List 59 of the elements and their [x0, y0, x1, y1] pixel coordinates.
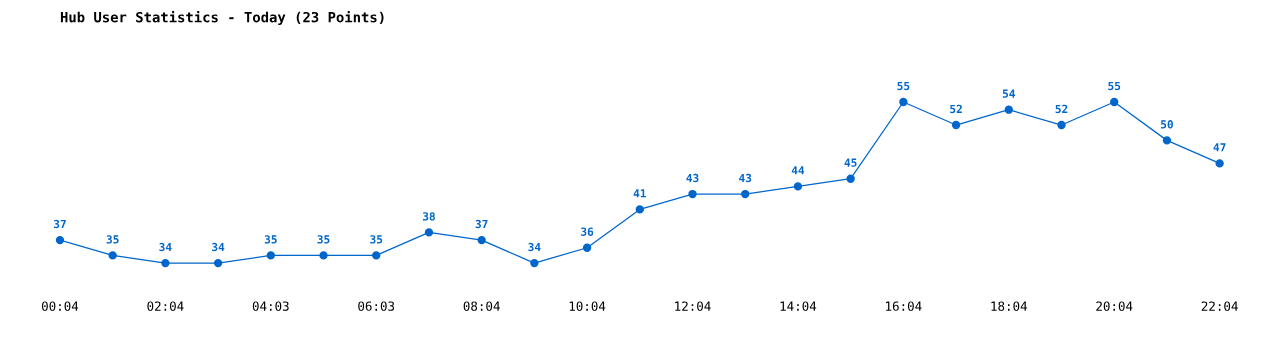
data-label: 35 — [264, 235, 277, 244]
data-label: 41 — [633, 189, 646, 198]
data-label: 38 — [422, 212, 435, 221]
x-tick-label: 08:04 — [463, 301, 500, 311]
data-label: 43 — [686, 173, 699, 183]
point — [899, 97, 908, 107]
point — [951, 120, 961, 130]
point — [161, 258, 170, 268]
x-tick-label: 16:04 — [886, 301, 922, 311]
data-label: 35 — [317, 235, 330, 244]
data-label: 52 — [1055, 104, 1068, 114]
x-tick-label: 02:04 — [147, 301, 184, 311]
point — [55, 235, 65, 245]
point — [530, 258, 539, 268]
data-label: 34 — [528, 242, 541, 252]
data-label: 37 — [475, 219, 488, 229]
x-tick-label: 20:04 — [1096, 301, 1133, 311]
data-label: 45 — [844, 158, 857, 167]
x-tick-label: 14:04 — [780, 301, 817, 311]
point — [741, 189, 750, 199]
point — [1110, 97, 1119, 107]
data-label: 47 — [1213, 143, 1226, 152]
x-tick-label: 06:03 — [358, 301, 395, 311]
data-label: 44 — [791, 166, 805, 175]
data-label: 34 — [159, 242, 172, 252]
data-label: 55 — [1108, 81, 1121, 91]
point — [319, 251, 328, 260]
data-label: 55 — [897, 81, 910, 91]
data-label: 50 — [1161, 120, 1173, 129]
point — [424, 228, 434, 237]
data-label: 54 — [1002, 89, 1015, 98]
point — [372, 251, 381, 260]
point — [1215, 159, 1224, 168]
data-label: 52 — [950, 104, 962, 114]
point — [793, 182, 803, 191]
x-tick-label: 22:04 — [1201, 301, 1238, 311]
point — [1004, 105, 1013, 114]
x-tick-label: 18:04 — [991, 301, 1028, 311]
point — [477, 235, 486, 245]
data-label: 43 — [739, 173, 752, 183]
point — [1057, 120, 1066, 130]
point — [688, 189, 697, 199]
x-tick-label: 12:04 — [675, 301, 711, 311]
point — [635, 205, 644, 214]
point — [846, 174, 855, 183]
data-label: 37 — [53, 219, 66, 229]
data-label: 35 — [106, 235, 119, 244]
x-tick-label: 00:04 — [41, 301, 79, 311]
data-label: 35 — [370, 235, 383, 244]
data-label: 36 — [581, 227, 594, 236]
data-label: 34 — [212, 242, 225, 252]
point — [108, 251, 117, 260]
x-tick-label: 10:04 — [569, 301, 606, 311]
chart-title: Hub User Statistics - Today (23 Points) — [60, 10, 384, 26]
point — [213, 258, 223, 268]
point — [266, 251, 275, 260]
point — [1162, 136, 1172, 145]
x-tick-label: 04:03 — [252, 301, 289, 311]
point — [582, 243, 592, 252]
